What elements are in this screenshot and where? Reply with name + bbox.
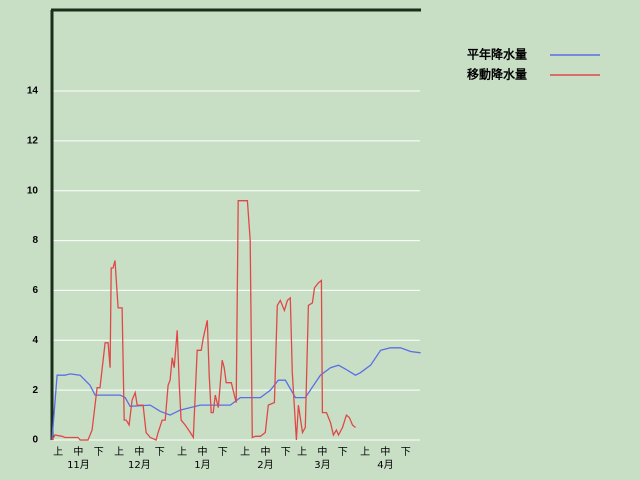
x-tick-label: 下: [94, 447, 104, 458]
y-tick-label: 6: [32, 285, 38, 296]
x-tick-label: 中: [260, 445, 270, 458]
x-tick-label: 中: [317, 445, 327, 458]
x-tick-label: 中: [380, 445, 390, 458]
x-tick-label: 上: [360, 446, 370, 458]
y-tick-label: 12: [27, 136, 39, 147]
month-label: 1月: [194, 459, 210, 471]
y-tick-label: 8: [32, 235, 38, 246]
y-tick-label: 10: [27, 185, 39, 196]
month-label: 3月: [314, 459, 330, 471]
x-tick-label: 上: [114, 446, 124, 458]
legend-label: 移動降水量: [467, 67, 527, 82]
x-tick-label: 下: [401, 447, 411, 458]
x-tick-label: 上: [53, 446, 63, 458]
x-tick-label: 下: [218, 447, 228, 458]
x-tick-label: 上: [297, 446, 307, 458]
month-label: 4月: [377, 459, 393, 471]
y-tick-label: 2: [32, 385, 38, 396]
x-tick-label: 下: [155, 447, 165, 458]
y-tick-label: 14: [27, 86, 39, 97]
month-label: 11月: [67, 459, 90, 471]
series-line: [51, 347, 421, 441]
y-tick-label: 4: [32, 335, 38, 346]
legend-label: 平年降水量: [467, 47, 527, 62]
x-tick-label: 中: [73, 445, 83, 458]
series-line: [51, 200, 356, 441]
x-tick-label: 下: [338, 447, 348, 458]
x-tick-label: 上: [240, 446, 250, 458]
month-label: 2月: [257, 459, 273, 471]
x-tick-label: 中: [134, 445, 144, 458]
month-label: 12月: [128, 459, 151, 471]
x-tick-label: 上: [177, 446, 187, 458]
x-tick-label: 中: [197, 445, 207, 458]
y-tick-label: 0: [32, 435, 38, 446]
x-tick-label: 下: [281, 447, 291, 458]
